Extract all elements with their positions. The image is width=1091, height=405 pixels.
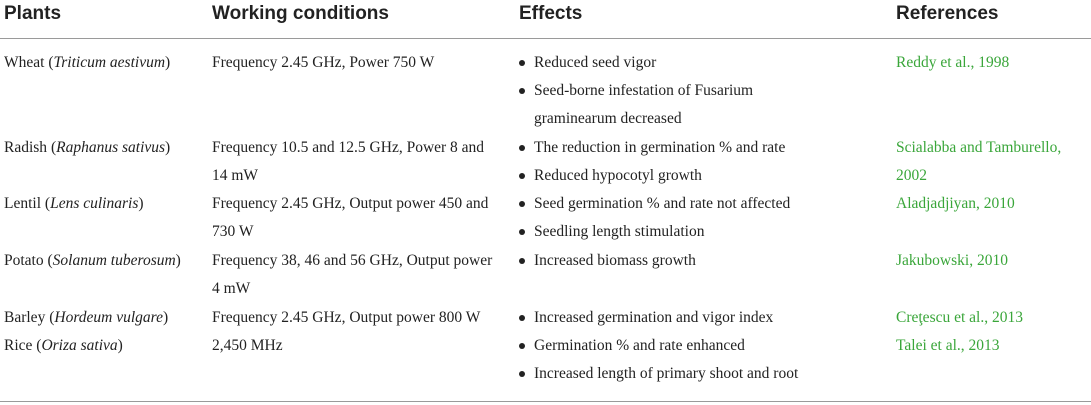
bullet-icon (519, 173, 525, 179)
bullet-icon (519, 88, 525, 94)
effect-item: Seed-borne infestation of Fusarium grami… (519, 77, 824, 133)
effects-list: The reduction in germination % and rate … (519, 134, 879, 190)
plant-species: Raphanus sativus (56, 139, 166, 156)
bullet-icon (519, 229, 525, 235)
plant-name: Potato (4, 252, 44, 269)
table-row-plant: Potato (Solanum tuberosum) (4, 252, 181, 269)
effects-list: Seed germination % and rate not affected… (519, 190, 879, 246)
effects-list: Increased germination and vigor index (519, 304, 879, 332)
effects-list: Reduced seed vigor Seed-borne infestatio… (519, 49, 879, 133)
working-conditions-cell: Frequency 10.5 and 12.5 GHz, Power 8 and… (212, 139, 485, 184)
plant-species: Triticum aestivum (53, 54, 166, 71)
working-conditions-cell: Frequency 2.45 GHz, Power 750 W (212, 54, 435, 71)
table-bottom-rule (0, 401, 1091, 402)
bullet-icon (519, 258, 525, 264)
reference-link[interactable]: Scialabba and Tamburello, 2002 (896, 139, 1062, 184)
effects-list: Increased biomass growth (519, 247, 879, 275)
effect-item: Seed germination % and rate not affected (519, 190, 879, 218)
working-conditions-cell: Frequency 2.45 GHz, Output power 800 W (212, 309, 481, 326)
plant-name: Radish (4, 139, 48, 156)
table-row-plant: Radish (Raphanus sativus) (4, 139, 171, 156)
table-header: Plants Working conditions Effects Refere… (0, 0, 1091, 38)
table-row-plant: Wheat (Triticum aestivum) (4, 54, 171, 71)
plant-name: Rice (4, 337, 33, 354)
working-conditions-cell: Frequency 38, 46 and 56 GHz, Output powe… (212, 252, 493, 297)
effect-item: Seedling length stimulation (519, 218, 879, 246)
header-working-conditions: Working conditions (212, 3, 389, 24)
effect-item: Increased length of primary shoot and ro… (519, 360, 879, 388)
effect-item: Increased biomass growth (519, 247, 879, 275)
reference-link[interactable]: Reddy et al., 1998 (896, 54, 1010, 71)
plant-name: Barley (4, 309, 46, 326)
bullet-icon (519, 315, 525, 321)
plant-species: Hordeum vulgare (54, 309, 163, 326)
bullet-icon (519, 60, 525, 66)
effect-item: Reduced seed vigor (519, 49, 879, 77)
effect-item: Germination % and rate enhanced (519, 332, 879, 360)
effect-item: Reduced hypocotyl growth (519, 162, 879, 190)
working-conditions-cell: Frequency 2.45 GHz, Output power 450 and… (212, 195, 489, 240)
bullet-icon (519, 145, 525, 151)
plant-species: Solanum tuberosum (52, 252, 176, 269)
plant-name: Lentil (4, 195, 42, 212)
effects-list: Germination % and rate enhanced Increase… (519, 332, 879, 388)
plant-name: Wheat (4, 54, 45, 71)
plant-species: Lens culinaris (50, 195, 139, 212)
effect-item: The reduction in germination % and rate (519, 134, 879, 162)
reference-link[interactable]: Creţescu et al., 2013 (896, 309, 1023, 326)
effect-item: Increased germination and vigor index (519, 304, 879, 332)
reference-link[interactable]: Jakubowski, 2010 (896, 252, 1008, 269)
header-divider (0, 38, 1091, 39)
bullet-icon (519, 371, 525, 377)
header-effects: Effects (519, 3, 583, 24)
bullet-icon (519, 201, 525, 207)
reference-link[interactable]: Aladjadjiyan, 2010 (896, 195, 1015, 212)
table-row-plant: Barley (Hordeum vulgare) (4, 309, 169, 326)
reference-link[interactable]: Talei et al., 2013 (896, 337, 1000, 354)
table-row-plant: Rice (Oriza sativa) (4, 337, 123, 354)
bullet-icon (519, 343, 525, 349)
working-conditions-cell: 2,450 MHz (212, 337, 283, 354)
table-row-plant: Lentil (Lens culinaris) (4, 195, 144, 212)
header-references: References (896, 3, 999, 24)
plant-species: Oriza sativa (41, 337, 118, 354)
header-plants: Plants (4, 3, 62, 24)
